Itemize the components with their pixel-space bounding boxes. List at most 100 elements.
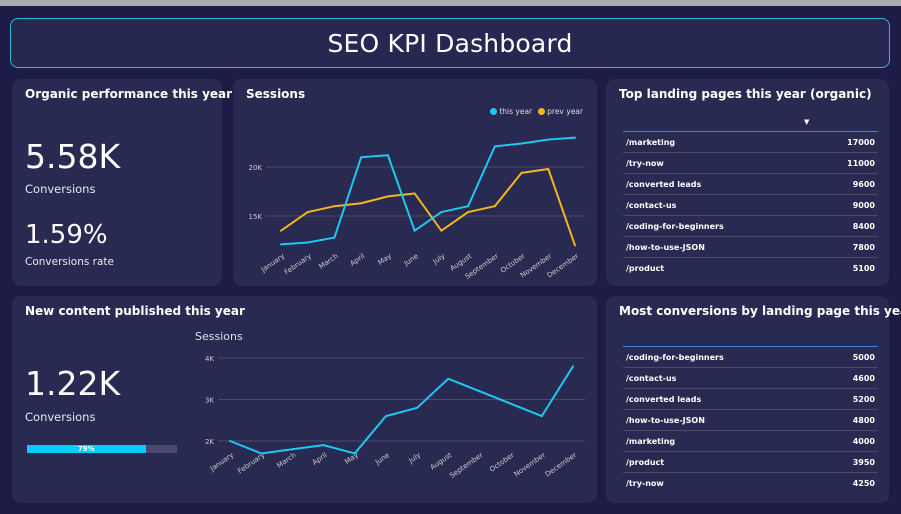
data-point: [520, 171, 523, 174]
new-content-card: New content published this year 1.22K Co…: [12, 296, 597, 503]
page-title: SEO KPI Dashboard: [327, 28, 573, 58]
series-line: [229, 365, 574, 455]
data-point: [229, 440, 231, 442]
card-title: Organic performance this year: [25, 87, 233, 101]
sort-down-icon[interactable]: ▼: [804, 118, 810, 126]
page-value: 4600: [852, 373, 875, 383]
table-header[interactable]: [623, 325, 878, 347]
conversions-by-page-card: Most conversions by landing page this ye…: [606, 296, 901, 503]
page-path: /contact-us: [626, 373, 677, 383]
data-point: [333, 236, 336, 239]
data-point: [280, 229, 282, 232]
chart-title: Sessions: [195, 330, 243, 343]
x-tick-label: February: [283, 252, 313, 276]
y-tick-label: 2K: [205, 438, 214, 446]
data-point: [416, 406, 419, 409]
x-tick-label: August: [429, 451, 454, 472]
card-title: Top landing pages this year (organic): [619, 87, 872, 101]
page-path: /coding-for-beginners: [626, 221, 724, 231]
page-path: /how-to-use-JSON: [626, 242, 705, 252]
top-landing-pages-card: Top landing pages this year (organic) ▼ …: [606, 79, 889, 286]
legend-prev-year[interactable]: prev year: [538, 107, 583, 116]
data-point: [574, 136, 576, 139]
x-tick-label: May: [377, 252, 393, 267]
page-path: /product: [626, 264, 665, 273]
page-path: /marketing: [626, 436, 676, 446]
table-row[interactable]: /contact-us 4600: [623, 368, 878, 389]
page-path: /converted leads: [626, 394, 702, 404]
table-row[interactable]: /converted leads 9600: [623, 174, 878, 195]
x-tick-label: September: [448, 451, 484, 480]
page-path: /marketing: [626, 137, 676, 147]
dashboard-header: SEO KPI Dashboard: [10, 18, 890, 68]
page-value: 9600: [852, 179, 875, 189]
page-value: 5100: [852, 264, 875, 273]
data-point: [509, 402, 512, 405]
conversions-label: Conversions: [25, 182, 96, 196]
data-point: [306, 211, 309, 214]
x-tick-label: December: [544, 451, 578, 478]
x-tick-label: June: [373, 451, 391, 467]
legend-dot-icon: [490, 108, 498, 115]
data-point: [540, 415, 543, 418]
page-path: /coding-for-beginners: [626, 352, 724, 362]
data-point: [572, 365, 574, 368]
table-row[interactable]: /marketing 4000: [623, 431, 878, 452]
conversions-table: /coding-for-beginners 5000/contact-us 4600…: [623, 325, 878, 494]
page-value: 4800: [852, 415, 875, 425]
top-bar: [0, 0, 901, 6]
legend-this-year[interactable]: this year: [490, 107, 532, 116]
page-value: 4250: [852, 479, 875, 488]
page-value: 7800: [852, 242, 875, 252]
page-value: 17000: [847, 137, 875, 147]
table-row[interactable]: /coding-for-beginners 5000: [623, 347, 878, 368]
page-path: /contact-us: [626, 200, 677, 210]
data-point: [386, 154, 389, 157]
data-point: [493, 205, 496, 208]
table-row[interactable]: /coding-for-beginners 8400: [623, 216, 878, 237]
table-row[interactable]: /try-now 11000: [623, 153, 878, 174]
y-tick-label: 4K: [205, 355, 214, 363]
page-value: 3950: [852, 457, 875, 467]
table-row[interactable]: /marketing 17000: [623, 132, 878, 153]
table-row[interactable]: /product 3950: [623, 452, 878, 473]
card-title: New content published this year: [25, 304, 245, 318]
data-point: [493, 145, 496, 148]
series-line: [280, 167, 576, 246]
table-row[interactable]: /contact-us 9000: [623, 195, 878, 216]
x-tick-label: July: [431, 252, 447, 266]
conversion-rate-value: 1.59%: [25, 220, 108, 250]
x-tick-label: March: [275, 451, 297, 470]
page-value: 4000: [852, 436, 875, 446]
x-tick-label: July: [407, 451, 423, 465]
data-point: [384, 415, 387, 418]
x-tick-label: March: [318, 252, 340, 271]
data-point: [547, 167, 550, 170]
page-path: /try-now: [626, 158, 664, 168]
table-row[interactable]: /converted leads 5200: [623, 389, 878, 410]
table-row[interactable]: /how-to-use-JSON 7800: [623, 237, 878, 258]
data-point: [306, 241, 309, 244]
top-pages-table: ▼ /marketing 17000/try-now 11000/converted…: [623, 110, 878, 279]
page-path: /converted leads: [626, 179, 702, 189]
table-header[interactable]: ▼: [623, 110, 878, 132]
table-row[interactable]: /try-now 4250: [623, 473, 878, 494]
page-value: 8400: [852, 221, 875, 231]
data-point: [467, 205, 470, 208]
data-point: [260, 452, 263, 455]
page-path: /product: [626, 457, 665, 467]
table-row[interactable]: /product 5100: [623, 258, 878, 279]
data-point: [413, 229, 416, 232]
data-point: [360, 156, 363, 159]
card-title: Most conversions by landing page this ye…: [619, 304, 901, 318]
sessions-card: Sessions this year prev year 15K 20K Janua…: [233, 79, 597, 286]
x-tick-label: April: [349, 252, 367, 268]
conversion-rate-label: Conversions rate: [25, 256, 115, 268]
data-point: [353, 452, 356, 455]
card-title: Sessions: [246, 87, 306, 101]
data-point: [467, 211, 470, 214]
data-point: [478, 390, 481, 393]
table-row[interactable]: /how-to-use-JSON 4800: [623, 410, 878, 431]
